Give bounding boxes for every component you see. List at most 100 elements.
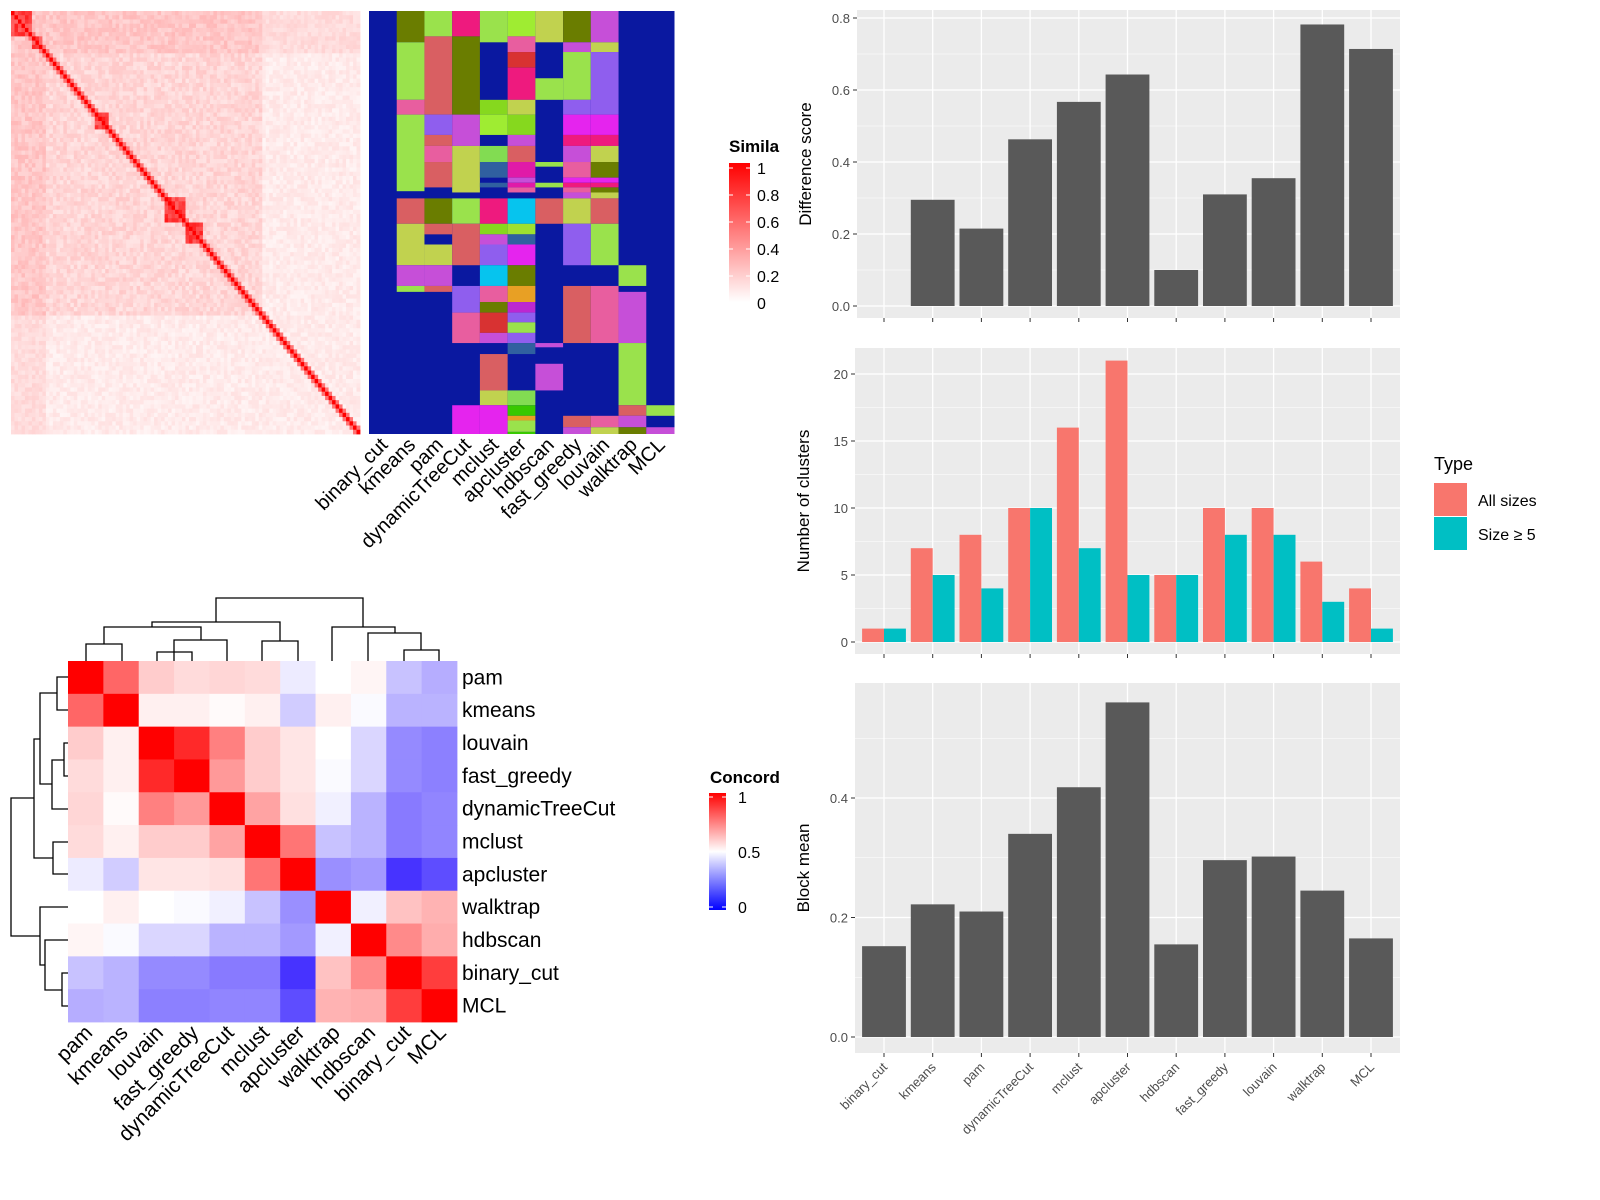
similarity-cell bbox=[38, 150, 43, 156]
similarity-cell bbox=[286, 125, 291, 130]
similarity-cell bbox=[171, 23, 176, 29]
similarity-cell bbox=[126, 218, 131, 223]
similarity-cell bbox=[77, 125, 82, 130]
similarity-cell bbox=[255, 87, 260, 92]
similarity-cell bbox=[94, 142, 99, 147]
similarity-cell bbox=[293, 19, 298, 25]
similarity-cell bbox=[21, 74, 26, 80]
similarity-cell bbox=[161, 32, 165, 37]
similarity-cell bbox=[157, 142, 162, 147]
similarity-cell bbox=[290, 197, 295, 202]
similarity-cell bbox=[216, 180, 221, 185]
similarity-cell bbox=[272, 214, 277, 219]
similarity-cell bbox=[342, 146, 347, 151]
similarity-cell bbox=[195, 104, 200, 109]
similarity-cell bbox=[230, 61, 235, 67]
similarity-cell bbox=[342, 192, 347, 198]
similarity-cell bbox=[241, 82, 246, 88]
similarity-cell bbox=[150, 167, 155, 173]
similarity-cell bbox=[21, 32, 26, 37]
similarity-cell bbox=[11, 87, 15, 92]
similarity-cell bbox=[304, 27, 309, 33]
similarity-cell bbox=[209, 205, 214, 211]
similarity-cell bbox=[129, 65, 134, 71]
similarity-cell bbox=[335, 142, 340, 147]
similarity-cell bbox=[290, 44, 295, 50]
similarity-cell bbox=[91, 192, 96, 198]
similarity-cell bbox=[262, 116, 267, 122]
similarity-cell bbox=[248, 171, 253, 177]
similarity-cell bbox=[269, 146, 274, 151]
similarity-cell bbox=[199, 36, 204, 42]
similarity-cell bbox=[122, 171, 127, 177]
similarity-cell bbox=[129, 205, 134, 211]
similarity-cell bbox=[272, 125, 277, 130]
similarity-cell bbox=[202, 209, 207, 215]
similarity-cell bbox=[283, 11, 288, 16]
similarity-cell bbox=[188, 133, 193, 139]
similarity-cell bbox=[213, 53, 218, 58]
similarity-cell bbox=[192, 192, 197, 198]
similarity-cell bbox=[21, 27, 26, 33]
similarity-cell bbox=[66, 214, 71, 219]
similarity-cell bbox=[251, 11, 256, 16]
similarity-cell bbox=[73, 146, 78, 151]
similarity-cell bbox=[339, 112, 343, 118]
similarity-cell bbox=[290, 61, 295, 67]
similarity-cell bbox=[213, 167, 218, 173]
similarity-cell bbox=[209, 53, 214, 58]
similarity-cell bbox=[356, 154, 361, 160]
similarity-cell bbox=[154, 201, 158, 206]
similarity-cell bbox=[290, 70, 295, 75]
similarity-cell bbox=[318, 78, 323, 84]
similarity-cell bbox=[98, 74, 103, 80]
similarity-cell bbox=[276, 129, 281, 135]
similarity-cell bbox=[353, 53, 357, 58]
similarity-cell bbox=[199, 95, 204, 101]
similarity-cell bbox=[202, 91, 207, 96]
similarity-cell bbox=[227, 167, 232, 173]
similarity-cell bbox=[307, 104, 312, 109]
similarity-cell bbox=[122, 99, 127, 105]
similarity-cell bbox=[269, 129, 274, 135]
similarity-cell bbox=[342, 44, 347, 50]
similarity-cell bbox=[321, 53, 326, 58]
similarity-cell bbox=[318, 40, 323, 46]
similarity-cell bbox=[206, 99, 211, 105]
similarity-cell bbox=[216, 154, 221, 160]
similarity-cell bbox=[272, 159, 277, 164]
similarity-cell bbox=[202, 197, 207, 202]
similarity-cell bbox=[115, 108, 120, 113]
similarity-cell bbox=[311, 201, 316, 206]
similarity-cell bbox=[38, 129, 43, 135]
similarity-cell bbox=[14, 137, 19, 143]
similarity-cell bbox=[318, 184, 323, 190]
similarity-cell bbox=[171, 129, 176, 135]
similarity-cell bbox=[136, 91, 141, 96]
similarity-cell bbox=[276, 146, 281, 151]
similarity-cell bbox=[209, 87, 214, 92]
similarity-cell bbox=[283, 201, 288, 206]
similarity-cell bbox=[297, 192, 302, 198]
similarity-cell bbox=[195, 95, 200, 101]
similarity-cell bbox=[356, 159, 361, 164]
similarity-cell bbox=[14, 201, 19, 206]
similarity-cell bbox=[234, 91, 239, 96]
similarity-cell bbox=[84, 159, 89, 164]
similarity-cell bbox=[328, 87, 333, 92]
similarity-cell bbox=[80, 70, 85, 75]
similarity-cell bbox=[77, 209, 82, 215]
similarity-cell bbox=[311, 99, 316, 105]
similarity-cell bbox=[31, 159, 36, 164]
similarity-cell bbox=[143, 205, 148, 211]
similarity-cell bbox=[17, 11, 22, 16]
similarity-cell bbox=[332, 201, 336, 206]
similarity-cell bbox=[258, 214, 263, 219]
similarity-cell bbox=[154, 167, 158, 173]
similarity-cell bbox=[157, 23, 162, 29]
similarity-cell bbox=[342, 74, 347, 80]
similarity-cell bbox=[353, 99, 357, 105]
similarity-cell bbox=[244, 184, 249, 190]
similarity-cell bbox=[192, 65, 197, 71]
similarity-cell bbox=[42, 57, 47, 63]
